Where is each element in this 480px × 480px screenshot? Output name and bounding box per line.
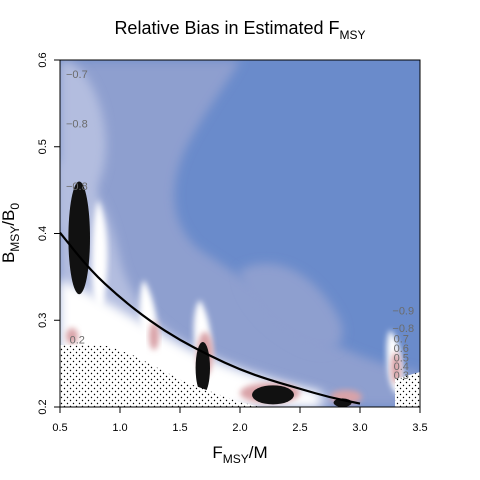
x-axis-label: FMSY/M xyxy=(212,443,267,466)
contour-labels: −0.7−0.8−0.8−0.9−0.80.70.60.50.40.30.2 xyxy=(66,69,414,382)
x-axis: 0.5 1.0 1.5 2.0 2.5 3.0 3.5 xyxy=(52,407,428,434)
contour-label: 0.2 xyxy=(70,334,85,346)
contour-label: 0.3 xyxy=(394,370,409,382)
y-axis: 0.2 0.3 0.4 0.5 0.6 xyxy=(37,52,60,415)
x-tick-label: 2.5 xyxy=(292,422,307,434)
y-tick-label: 0.5 xyxy=(37,139,49,154)
region-positive xyxy=(149,322,159,350)
y-tick-label: 0.2 xyxy=(37,399,49,414)
region-positive xyxy=(66,328,78,344)
y-tick-label: 0.4 xyxy=(37,226,49,241)
region-negative-band xyxy=(240,263,343,351)
heatmap-surface xyxy=(60,60,420,407)
contour-label: −0.8 xyxy=(392,323,414,335)
infeasible-region xyxy=(60,345,260,407)
y-tick-label: 0.3 xyxy=(37,313,49,328)
x-tick-label: 2.0 xyxy=(232,422,247,434)
contour-label: 0.5 xyxy=(394,353,409,365)
y-axis-label: BMSY/B0 xyxy=(0,203,22,263)
x-tick-label: 0.5 xyxy=(52,422,67,434)
contour-label: 0.4 xyxy=(394,361,409,373)
y-tick-label: 0.6 xyxy=(37,52,49,67)
x-tick-label: 1.0 xyxy=(112,422,127,434)
chart-title: Relative Bias in Estimated FMSY xyxy=(114,18,365,42)
contour-label: 0.6 xyxy=(394,343,409,355)
contour-label: −0.7 xyxy=(66,69,88,81)
infeasible-region xyxy=(395,372,420,407)
msy-reference-curve xyxy=(59,231,361,405)
contour-label: −0.8 xyxy=(66,118,88,130)
contour-label: 0.7 xyxy=(394,333,409,345)
x-tick-label: 1.5 xyxy=(172,422,187,434)
high-bias-region xyxy=(252,385,294,405)
region-positive xyxy=(391,352,401,384)
x-tick-label: 3.0 xyxy=(352,422,367,434)
x-tick-label: 3.5 xyxy=(412,422,427,434)
contour-label: −0.9 xyxy=(392,306,414,318)
contour-label: −0.8 xyxy=(66,181,88,193)
region-mild-negative-left xyxy=(60,60,106,230)
high-bias-region xyxy=(68,181,90,295)
